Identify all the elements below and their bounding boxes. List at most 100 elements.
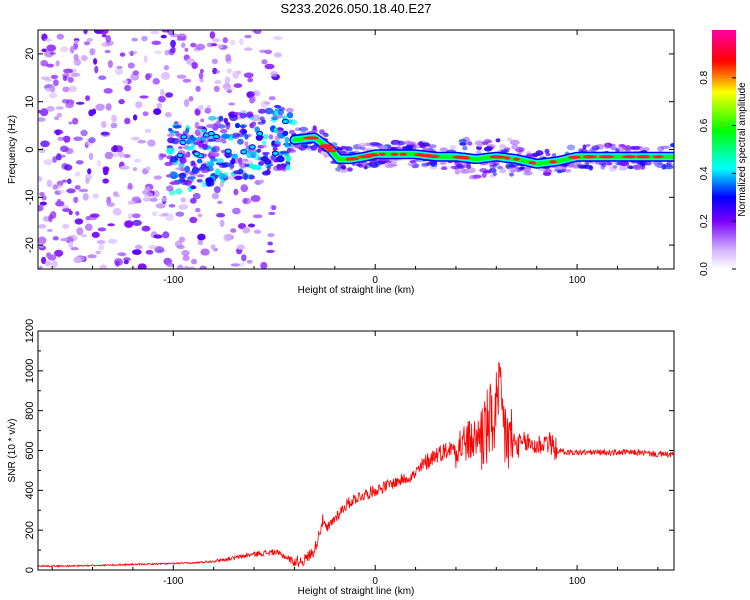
heatmap-cell (663, 164, 674, 170)
heatmap-cell (94, 65, 99, 74)
heatmap-cell (492, 161, 500, 167)
heatmap-cell (454, 169, 461, 175)
heatmap-cell (288, 149, 297, 153)
heatmap-cell (214, 79, 222, 85)
heatmap-cell (46, 228, 53, 232)
heatmap-cell (185, 139, 193, 145)
heatmap-cell (60, 145, 69, 152)
heatmap-cell (184, 179, 192, 186)
heatmap-cell (188, 96, 194, 102)
heatmap-cell (197, 233, 206, 241)
heatmap-cell (123, 260, 129, 265)
heatmap-cell (274, 140, 282, 145)
heatmap-cell (63, 68, 73, 74)
heatmap-cell (232, 132, 241, 137)
heatmap-cell (61, 136, 70, 142)
heatmap-cell (54, 249, 64, 257)
x-tick-label: 100 (569, 576, 586, 587)
heatmap-cell (120, 165, 130, 170)
heatmap-cell (46, 105, 55, 112)
ridge-peak (598, 155, 615, 159)
heatmap-cell (50, 85, 56, 93)
heatmap-cell (179, 139, 187, 146)
heatmap-cell (439, 161, 447, 165)
heatmap-cell (207, 161, 215, 168)
heatmap-cell (185, 146, 194, 151)
heatmap-cell (319, 129, 325, 135)
heatmap-cell (212, 133, 220, 140)
heatmap-cell (242, 172, 248, 180)
heatmap-cell (430, 162, 436, 167)
heatmap-cell (260, 261, 268, 269)
y-tick-label: 1200 (24, 319, 36, 343)
x-tick-label: 0 (372, 275, 378, 286)
heatmap-cell (227, 68, 232, 74)
heatmap-cell (169, 156, 178, 163)
heatmap-cell (112, 208, 122, 216)
heatmap-cell (233, 188, 239, 196)
heatmap-cell (469, 174, 478, 180)
heatmap-cell (322, 132, 329, 138)
heatmap-cell (74, 185, 81, 190)
heatmap-cell (575, 160, 582, 166)
heatmap-cell (213, 186, 221, 194)
heatmap-cell (378, 145, 388, 151)
heatmap-cell (56, 112, 63, 118)
heatmap-cell (643, 146, 649, 152)
heatmap-cell (107, 60, 113, 69)
heatmap-cell (405, 144, 413, 149)
heatmap-cell (279, 150, 289, 154)
heatmap-cell (52, 156, 57, 163)
heatmap-cell (69, 45, 75, 54)
ridge-peak (368, 153, 378, 157)
heatmap-cell (179, 175, 187, 179)
heatmap-cell (229, 114, 238, 122)
heatmap-cell (44, 260, 52, 267)
heatmap-cell (507, 137, 513, 142)
heatmap-cell (61, 154, 66, 158)
heatmap-cell (210, 43, 218, 47)
heatmap-cell (115, 260, 120, 267)
heatmap-cell (85, 223, 93, 231)
heatmap-cell (577, 164, 587, 169)
heatmap-cell (91, 231, 100, 238)
heatmap-cell (86, 37, 94, 42)
heatmap-cell (93, 58, 98, 65)
heatmap-cell (260, 116, 265, 122)
y-axis-label: Frequency (Hz) (7, 115, 18, 184)
heatmap-cell (261, 144, 267, 148)
heatmap-cell (196, 158, 203, 164)
heatmap-cell (462, 145, 468, 151)
colorbar-tick-label: 0.4 (699, 166, 710, 180)
heatmap-cell (62, 223, 70, 229)
heatmap-cell (61, 99, 69, 104)
heatmap-cell (143, 55, 148, 63)
heatmap-cell (218, 173, 226, 180)
heatmap-cell (73, 136, 83, 142)
heatmap-cell (296, 146, 305, 150)
heatmap-cell (178, 204, 189, 210)
heatmap-cell (262, 140, 267, 146)
heatmap-cell (566, 144, 576, 151)
heatmap-cell (153, 108, 162, 115)
heatmap-cell (80, 129, 88, 137)
heatmap-cell (257, 108, 267, 114)
heatmap-cell (617, 144, 624, 149)
heatmap-cell (75, 160, 84, 165)
heatmap-cell (268, 96, 276, 101)
heatmap-cell (182, 255, 190, 261)
heatmap-cell (239, 162, 247, 169)
heatmap-cell (39, 108, 49, 117)
heatmap-cell (197, 213, 203, 218)
heatmap-cell (215, 70, 220, 74)
heatmap-cell (271, 205, 277, 211)
heatmap-cell (585, 143, 591, 147)
heatmap-cell (624, 144, 632, 151)
heatmap-cell (284, 141, 290, 149)
heatmap-cell (72, 117, 79, 125)
heatmap-cell (200, 248, 210, 256)
ridge-peak (357, 155, 373, 159)
colorbar-tick-label: 0.6 (699, 118, 710, 132)
heatmap-cell (244, 134, 249, 140)
heatmap-cell (240, 184, 249, 193)
